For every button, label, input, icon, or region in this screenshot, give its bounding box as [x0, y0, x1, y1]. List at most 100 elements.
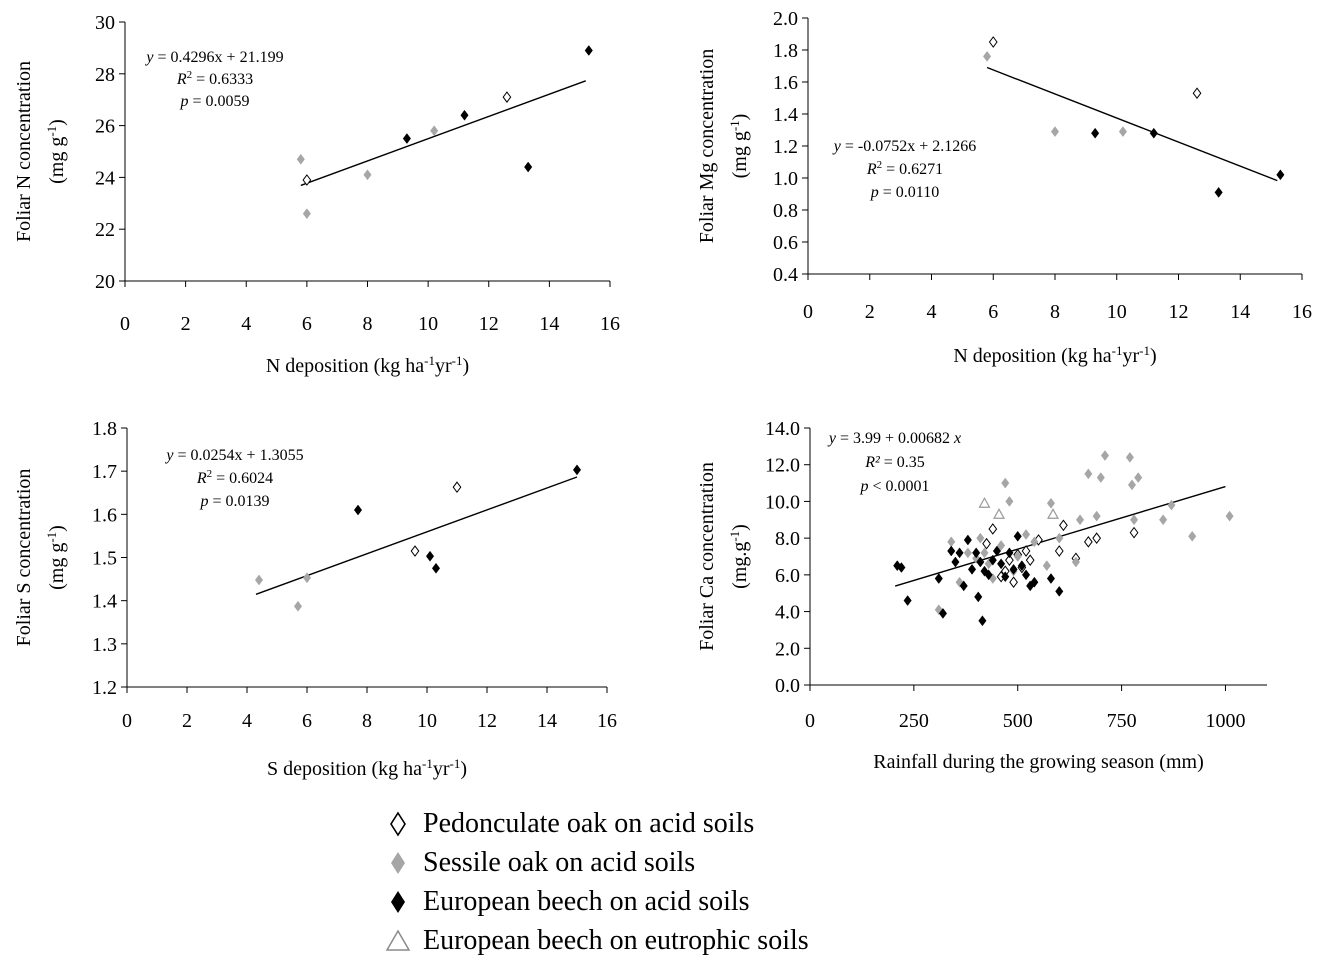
regression-annotation: p = 0.0110 [870, 184, 939, 201]
legend-item: European beech on acid soils [385, 882, 809, 921]
data-point [947, 545, 956, 557]
y-tick-label: 1.5 [92, 548, 117, 570]
chart-ca: 0.0 2.0 4.0 6.0 8.0 10.0 12.0 14.0 0 250 500 750 100… [696, 418, 1267, 773]
regression-annotation: p = 0.0139 [199, 493, 269, 510]
y-axis-unit: (mg g-1) [44, 119, 69, 184]
x-tick-label: 4 [927, 301, 937, 323]
y-tick-label: 1.6 [92, 504, 117, 526]
x-tick-label: 500 [1003, 710, 1033, 732]
data-point [993, 508, 1006, 519]
data-point [1127, 479, 1137, 491]
data-point [1149, 127, 1158, 139]
data-point [1055, 532, 1064, 544]
data-point [1030, 536, 1039, 548]
data-point [982, 537, 991, 550]
data-point [425, 550, 435, 562]
trend-line [300, 80, 586, 187]
y-tick-label: 0.4 [773, 264, 798, 286]
data-point [1225, 510, 1234, 522]
data-point [959, 580, 968, 592]
regression-annotation: y = 0.0254x + 1.3055 [164, 447, 303, 464]
data-point [460, 109, 469, 121]
data-point [1005, 547, 1014, 559]
data-point [302, 572, 312, 584]
regression-annotation: R2 = 0.6024 [196, 468, 273, 487]
data-point [572, 464, 582, 476]
regression-annotation: y = 0.4296x + 21.199 [144, 49, 283, 66]
data-point [402, 133, 411, 144]
data-point [296, 153, 305, 165]
y-tick-label: 8.0 [775, 528, 800, 550]
data-point [1021, 529, 1031, 540]
data-point [897, 562, 906, 573]
open-diamond-icon [390, 811, 406, 836]
data-point [293, 600, 303, 612]
data-point [967, 563, 977, 575]
data-point [1021, 569, 1031, 581]
data-point [1017, 560, 1026, 572]
legend-item: European beech on eutrophic soils [385, 921, 809, 960]
data-point [524, 161, 533, 173]
y-tick-label: 6.0 [775, 565, 800, 587]
x-tick-label: 8 [1050, 301, 1060, 323]
x-tick-label: 14 [539, 313, 559, 335]
data-point [502, 91, 512, 103]
x-tick-label: 10 [417, 710, 437, 732]
data-point [1092, 532, 1102, 544]
data-point [1188, 530, 1197, 542]
x-tick-label: 16 [1292, 301, 1312, 323]
data-point [1005, 496, 1014, 507]
data-point [1129, 526, 1139, 539]
data-point [353, 504, 363, 516]
data-point [1118, 126, 1127, 138]
data-point [1100, 450, 1110, 461]
regression-annotation: R2 = 0.6333 [176, 69, 253, 88]
x-tick-label: 6 [302, 313, 312, 335]
data-point [1034, 534, 1043, 546]
x-axis-title: S deposition (kg ha-1yr-1) [267, 756, 467, 781]
y-tick-label: 0.8 [773, 200, 798, 222]
data-point [1013, 530, 1022, 542]
data-point [1091, 127, 1100, 139]
data-point [1129, 514, 1139, 526]
data-point [1009, 576, 1018, 589]
data-point [988, 36, 998, 48]
data-point [903, 595, 912, 606]
data-point [947, 536, 956, 548]
data-point [1125, 451, 1134, 463]
data-point [1001, 477, 1010, 489]
y-tick-label: 1.2 [92, 677, 117, 699]
data-point [976, 556, 985, 568]
data-point [584, 45, 593, 56]
regression-annotation: y = -0.0752x + 2.1266 [832, 138, 976, 155]
open-triangle-icon [385, 929, 411, 951]
x-tick-label: 16 [600, 313, 620, 335]
y-tick-label: 4.0 [775, 602, 800, 624]
data-point [988, 523, 998, 535]
data-point [410, 545, 420, 557]
x-axis-title: N deposition (kg ha-1yr-1) [266, 353, 469, 378]
data-point [1046, 497, 1056, 509]
x-tick-label: 6 [988, 301, 998, 323]
y-tick-label: 28 [95, 64, 115, 86]
data-point [1276, 169, 1285, 181]
x-tick-label: 2 [865, 301, 875, 323]
data-point [1054, 545, 1064, 557]
legend-label: Sessile oak on acid soils [423, 846, 696, 878]
x-tick-label: 12 [479, 313, 499, 335]
y-tick-label: 1.6 [773, 72, 798, 94]
data-point [997, 558, 1006, 570]
y-axis-title: Foliar Ca concentration [696, 462, 718, 651]
regression-annotation: R² = 0.35 [864, 454, 925, 471]
data-point [430, 125, 439, 137]
legend-label: European beech on acid soils [423, 885, 750, 917]
y-tick-label: 0.0 [775, 675, 800, 697]
x-tick-label: 12 [477, 710, 497, 732]
data-point [934, 573, 943, 584]
y-tick-label: 1.8 [773, 40, 798, 62]
data-point [1096, 472, 1105, 483]
data-point [992, 545, 1002, 557]
y-tick-label: 30 [95, 12, 115, 34]
data-point [1159, 514, 1168, 526]
black-diamond-icon [391, 890, 405, 913]
